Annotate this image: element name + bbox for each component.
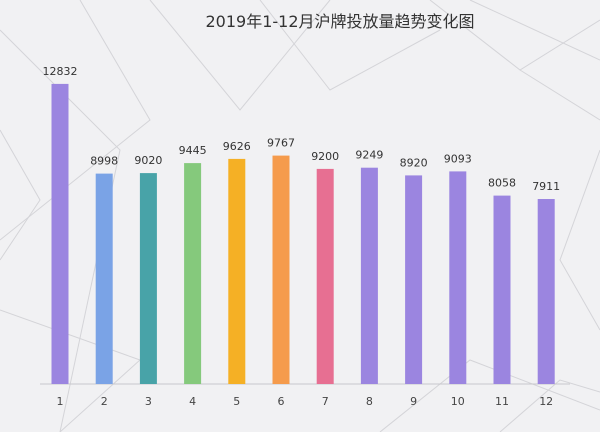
value-label-month-8: 9249 [355, 149, 383, 162]
x-tick-label-3: 3 [145, 395, 152, 408]
bar-month-1 [51, 83, 69, 385]
value-label-month-1: 12832 [43, 65, 78, 78]
x-tick-label-5: 5 [233, 395, 240, 408]
value-label-month-11: 8058 [488, 177, 516, 190]
value-label-month-2: 8998 [90, 155, 118, 168]
bar-month-9 [405, 175, 423, 384]
bar-month-8 [360, 167, 378, 384]
chart-title: 2019年1-12月沪牌投放量趋势变化图 [205, 12, 474, 31]
bar-month-6 [272, 155, 290, 384]
bar-month-2 [95, 173, 113, 384]
bars-group [51, 83, 555, 385]
bar-month-5 [228, 158, 246, 384]
x-tick-label-1: 1 [57, 395, 64, 408]
value-label-month-3: 9020 [134, 154, 162, 167]
value-label-month-9: 8920 [400, 156, 428, 169]
x-tick-label-2: 2 [101, 395, 108, 408]
x-tick-label-6: 6 [278, 395, 285, 408]
x-tick-label-10: 10 [451, 395, 465, 408]
x-tick-label-4: 4 [189, 395, 196, 408]
x-tick-labels-group: 1 2 3 4 5 6 7 8 9 10 11 12 [57, 395, 554, 408]
bar-month-11 [493, 195, 511, 384]
bar-month-10 [449, 171, 467, 384]
value-label-month-6: 9767 [267, 137, 295, 150]
value-label-month-7: 9200 [311, 150, 339, 163]
x-tick-label-9: 9 [410, 395, 417, 408]
value-labels-group: 12832 8998 9020 9445 9626 9767 9200 9249 8920 909… [43, 65, 561, 193]
x-tick-label-11: 11 [495, 395, 509, 408]
x-tick-label-12: 12 [539, 395, 553, 408]
bar-month-4 [184, 163, 202, 384]
value-label-month-10: 9093 [444, 152, 472, 165]
x-tick-label-7: 7 [322, 395, 329, 408]
value-label-month-12: 7911 [532, 180, 560, 193]
x-tick-label-8: 8 [366, 395, 373, 408]
bar-month-7 [316, 168, 334, 384]
value-label-month-4: 9445 [179, 144, 207, 157]
value-label-month-5: 9626 [223, 140, 251, 153]
bar-month-12 [537, 199, 555, 384]
bar-month-3 [139, 173, 157, 384]
